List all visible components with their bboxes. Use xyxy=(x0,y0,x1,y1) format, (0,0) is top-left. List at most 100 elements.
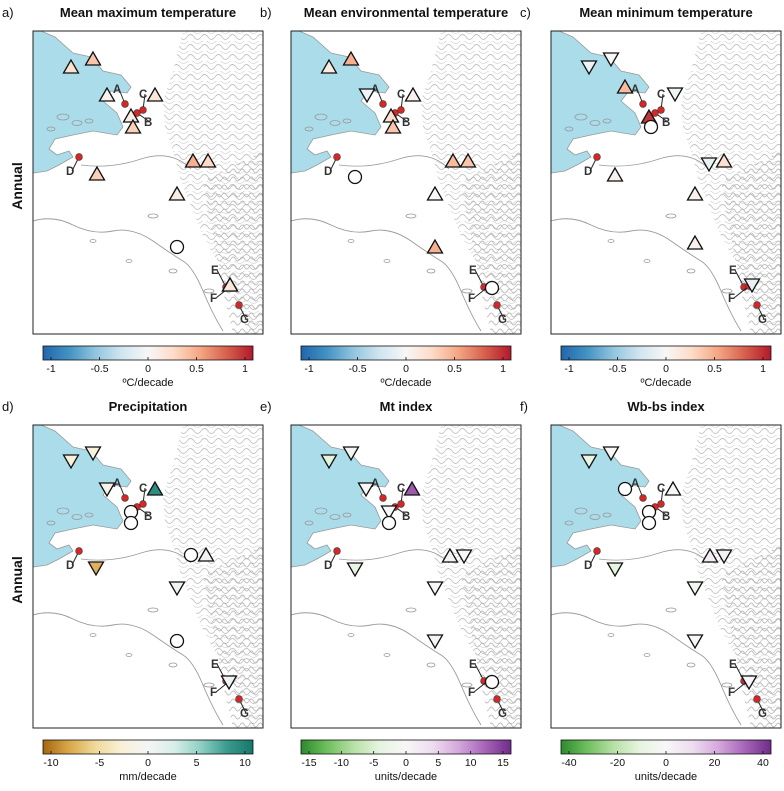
station-label-a: A xyxy=(113,84,121,96)
island xyxy=(89,633,97,637)
trend-marker-increase xyxy=(168,185,186,201)
trend-marker-nonsignificant xyxy=(641,515,657,531)
trend-marker-increase xyxy=(320,58,338,74)
island xyxy=(665,213,677,219)
island xyxy=(329,120,341,126)
island xyxy=(147,607,159,613)
station-label-g: G xyxy=(498,314,507,326)
station-label-d: D xyxy=(66,166,74,178)
station-label-d: D xyxy=(324,166,332,178)
station-label-f: F xyxy=(728,293,735,305)
colorbar-tick-label: -1 xyxy=(304,363,313,375)
station-dot xyxy=(753,301,761,309)
colorbar-tick-label: -0.5 xyxy=(90,363,108,375)
station-label-d: D xyxy=(324,560,332,572)
station-label-b: B xyxy=(402,511,410,523)
trend-marker-increase xyxy=(606,166,624,182)
station-label-b: B xyxy=(662,511,670,523)
trend-marker-increase xyxy=(88,165,106,181)
island xyxy=(71,120,83,126)
station-dot xyxy=(75,153,83,161)
trend-marker-increase xyxy=(664,480,682,496)
colorbar-tick-label: 10 xyxy=(239,757,251,769)
coastline xyxy=(32,612,224,726)
station-dot xyxy=(651,109,659,117)
island xyxy=(383,259,391,263)
island xyxy=(564,520,574,526)
island xyxy=(314,113,328,121)
station-label-c: C xyxy=(397,89,405,101)
map-area: A B C D E F G xyxy=(32,424,264,729)
island xyxy=(643,259,651,263)
island xyxy=(168,268,178,274)
station-dot xyxy=(639,100,647,108)
station-dot xyxy=(333,153,341,161)
station-label-b: B xyxy=(662,117,670,129)
colorbar-tick-label: 0.5 xyxy=(447,363,462,375)
trend-marker-increase xyxy=(197,546,215,562)
colorbar-tick-label: 0.5 xyxy=(189,363,204,375)
map-area: A B C D E F G xyxy=(550,30,782,335)
panel-letter: f) xyxy=(520,399,528,414)
colorbar-unit-label: mm/decade xyxy=(119,771,176,783)
station-label-e: E xyxy=(469,659,477,671)
map-frame xyxy=(290,30,522,335)
trend-marker-decrease xyxy=(580,454,598,470)
station-label-f: F xyxy=(210,687,217,699)
trend-marker-decrease xyxy=(168,581,186,597)
coastline xyxy=(598,155,710,170)
island xyxy=(314,507,328,515)
island xyxy=(686,662,696,668)
mountain-contours-south xyxy=(721,151,781,334)
trend-marker-nonsignificant xyxy=(169,239,185,255)
island xyxy=(405,607,417,613)
station-label-a: A xyxy=(631,478,639,490)
trend-marker-nonsignificant xyxy=(617,481,633,497)
station-label-c: C xyxy=(397,483,405,495)
trend-marker-increase xyxy=(124,118,142,134)
panel-grid: a) Mean maximum temperature A B C D E F G -1 -0.5 0… xyxy=(2,5,782,783)
colorbar-tick-label: -0.5 xyxy=(348,363,366,375)
island xyxy=(168,662,178,668)
trend-marker-decrease xyxy=(220,675,238,691)
station-dot xyxy=(235,695,243,703)
island xyxy=(721,682,733,688)
island xyxy=(347,239,355,243)
station-dot xyxy=(379,100,387,108)
station-dot xyxy=(333,547,341,555)
trend-marker-decrease xyxy=(602,52,620,68)
colorbar-unit-label: units/decade xyxy=(635,771,697,783)
panel-title: Mt index xyxy=(380,399,433,414)
panel-letter: d) xyxy=(2,399,14,414)
trend-marker-increase xyxy=(701,547,719,563)
panel-letter: c) xyxy=(520,5,531,20)
colorbar-tick-label: -1 xyxy=(564,363,573,375)
station-label-c: C xyxy=(139,89,147,101)
coastline xyxy=(550,612,742,726)
trend-marker-nonsignificant xyxy=(123,515,139,531)
trend-marker-decrease xyxy=(380,505,398,521)
map-area: A B C D E F G xyxy=(550,424,782,729)
colorbar-tick-label: 0 xyxy=(403,757,409,769)
island xyxy=(125,259,133,263)
colorbar-tick-label: 0 xyxy=(145,363,151,375)
island xyxy=(665,607,677,613)
station-label-d: D xyxy=(66,560,74,572)
island xyxy=(347,633,355,637)
colorbar-tick-label: 0.5 xyxy=(707,363,722,375)
island xyxy=(574,113,588,121)
colorbar-unit-label: units/decade xyxy=(375,771,437,783)
trend-marker-increase xyxy=(221,276,239,292)
colorbar-tick-label: 1 xyxy=(242,363,248,375)
island xyxy=(461,682,473,688)
island xyxy=(643,653,651,657)
colorbar-tick-label: 20 xyxy=(709,757,721,769)
colorbar-unit-label: ºC/decade xyxy=(122,377,173,389)
island xyxy=(607,239,615,243)
station-label-a: A xyxy=(631,84,639,96)
trend-marker-decrease xyxy=(700,157,718,173)
panel-b: b) Mean environmental temperature A B C D E F G -… xyxy=(260,5,522,389)
colorbar-tick-label: -15 xyxy=(301,757,316,769)
panel-e: e) Mt index A B C D E F G -15 -10 -5 0 5 10 15 units/dec… xyxy=(260,399,522,783)
